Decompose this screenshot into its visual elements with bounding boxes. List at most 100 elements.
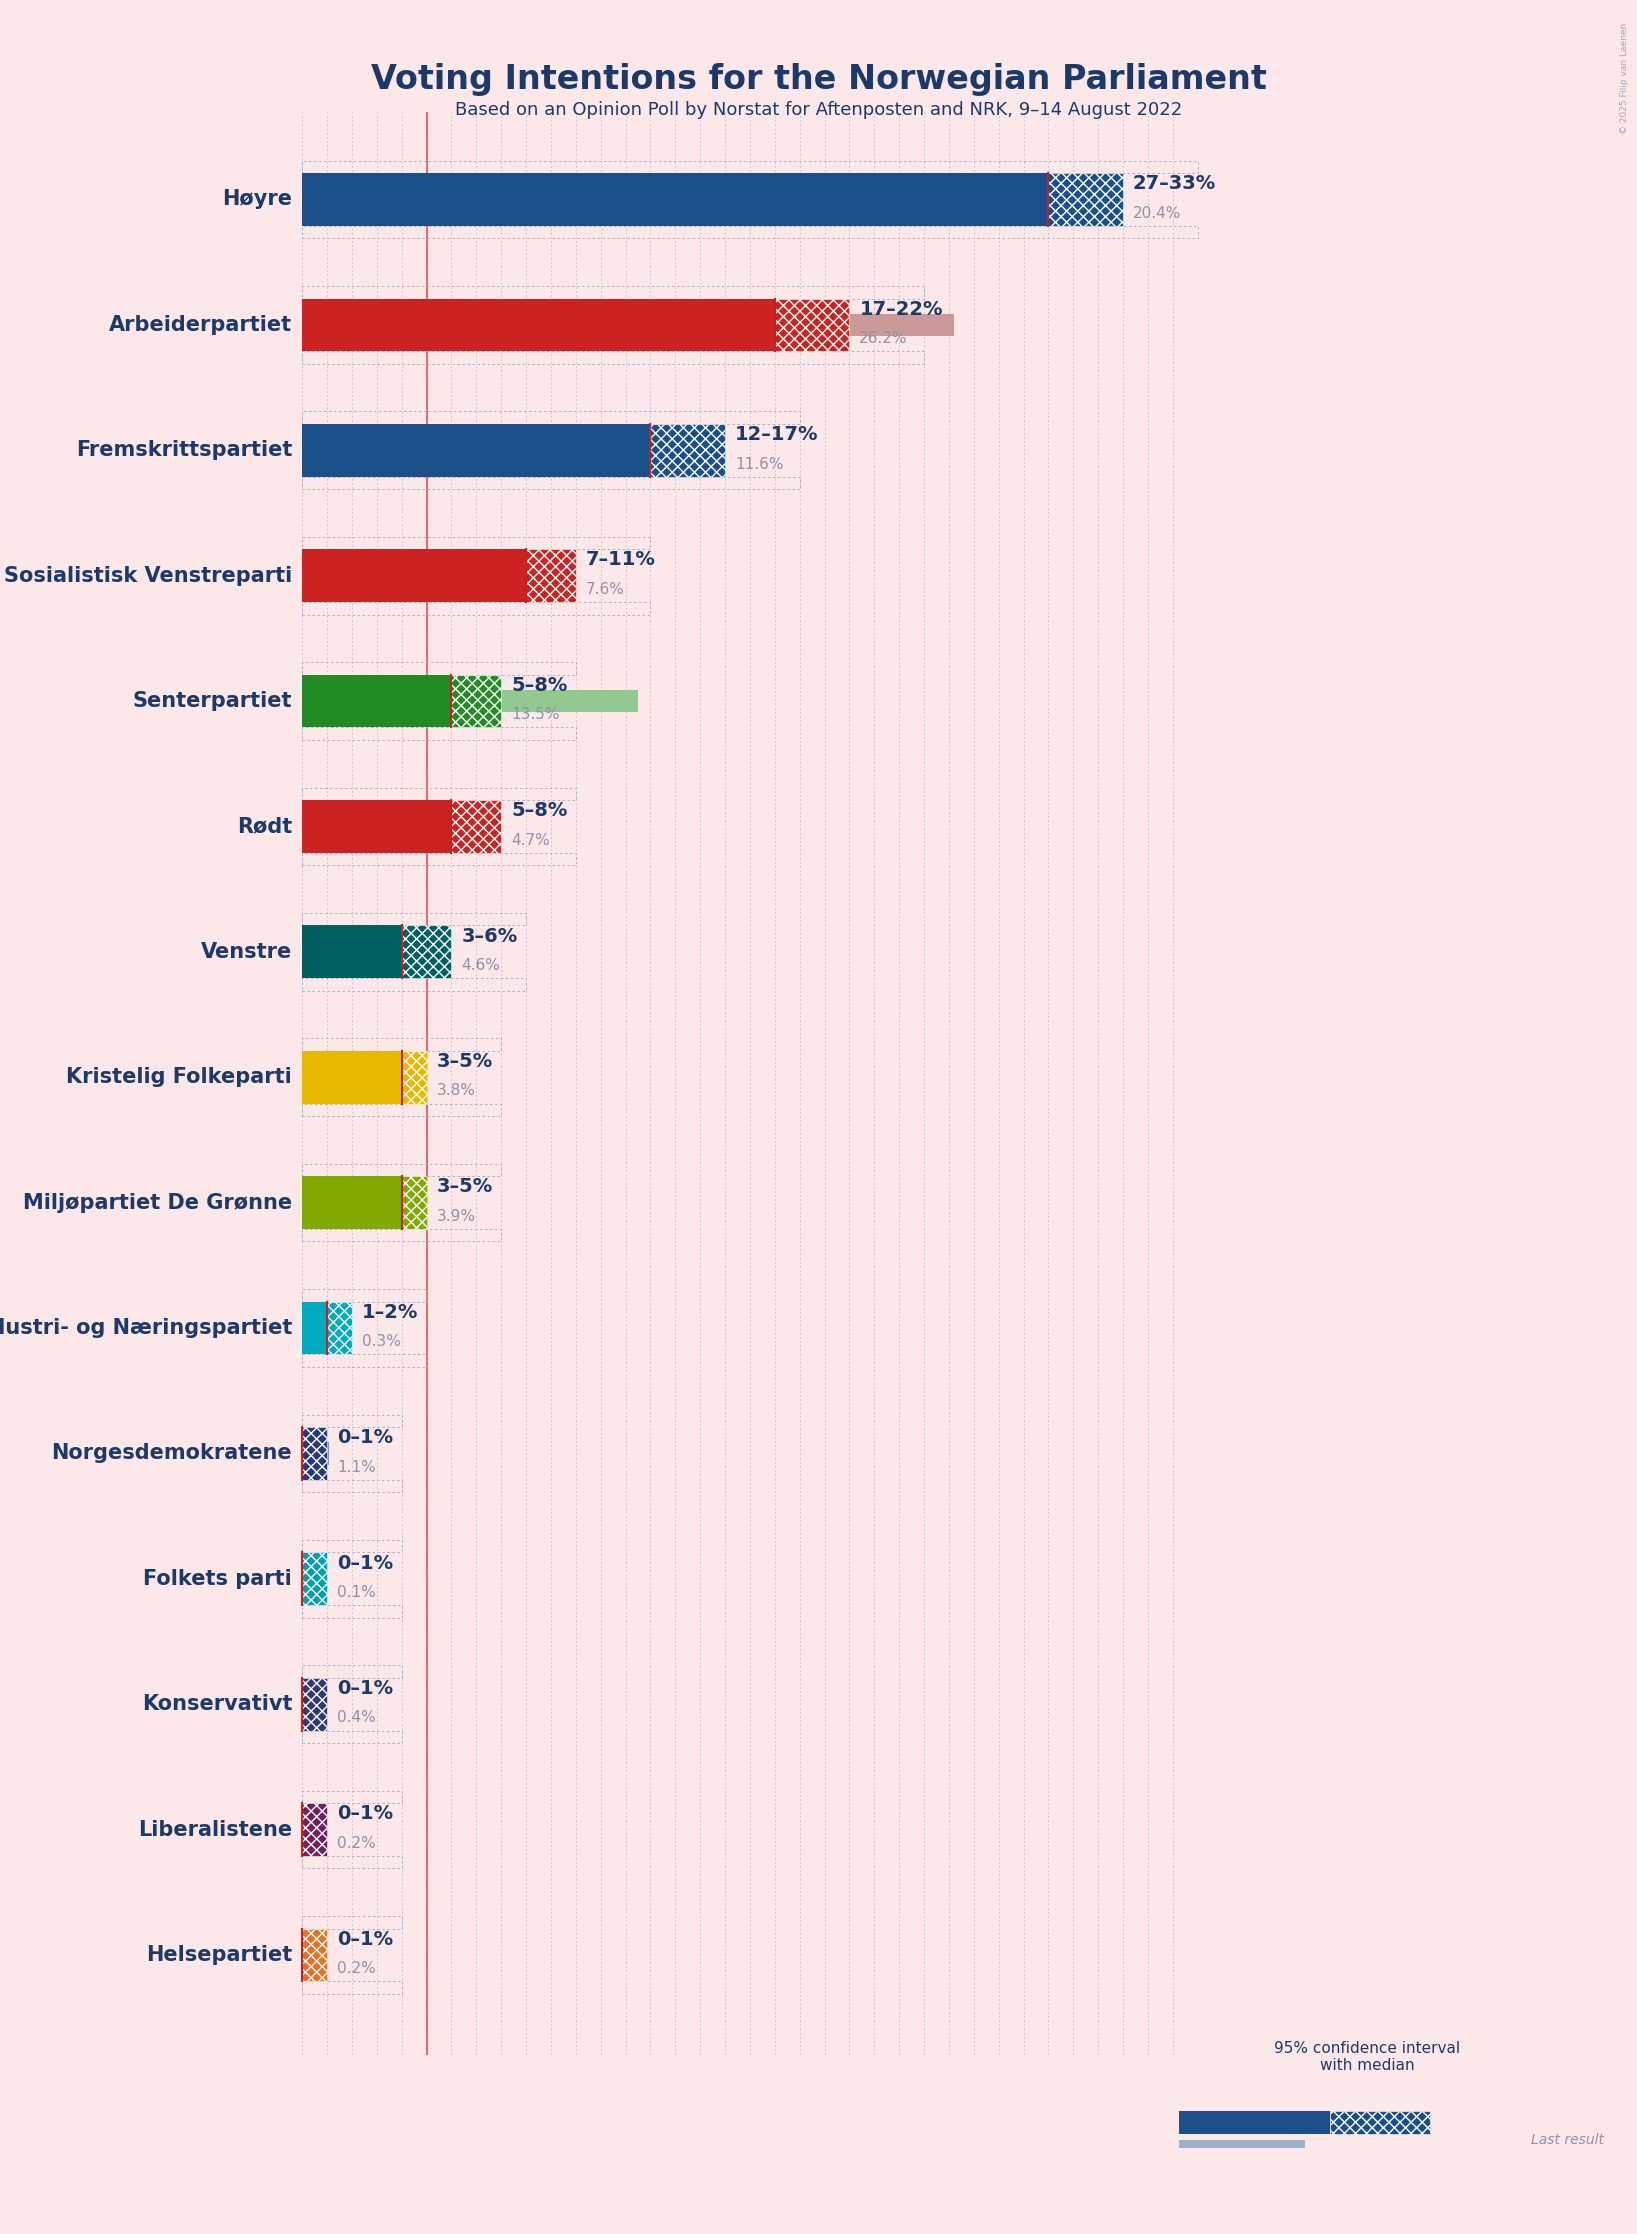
Bar [303,914,525,925]
Bar [303,1066,396,1088]
Bar [401,1177,427,1229]
Bar [303,1539,401,1553]
Bar [303,565,491,588]
Bar [303,1443,329,1466]
Text: 0–1%: 0–1% [337,1428,393,1448]
Text: 1.1%: 1.1% [337,1459,377,1474]
Bar [303,536,650,550]
Bar [303,1678,327,1731]
Bar [452,675,501,728]
Bar [303,1191,399,1213]
Bar [303,286,923,299]
Bar [303,661,576,675]
Bar [303,1792,401,1803]
Bar [303,1568,304,1591]
Bar [303,925,401,978]
Bar [1329,2111,1431,2133]
Text: 0–1%: 0–1% [337,1680,393,1698]
Bar [303,411,799,424]
Bar [303,1050,401,1104]
Bar [303,1177,401,1229]
Text: Konservativt: Konservativt [142,1693,291,1713]
Bar [303,1302,327,1354]
Bar [303,1229,501,1242]
Text: 3.8%: 3.8% [437,1083,475,1099]
Text: 11.6%: 11.6% [735,456,784,471]
Text: 95% confidence interval
with median: 95% confidence interval with median [1274,2040,1460,2073]
Text: 0.4%: 0.4% [337,1711,377,1725]
Bar [303,675,452,728]
Text: 0.1%: 0.1% [337,1586,377,1600]
Text: 0–1%: 0–1% [337,1805,393,1823]
Bar [303,1944,308,1966]
Text: 17–22%: 17–22% [859,299,943,319]
Bar [303,978,525,990]
Bar [303,728,576,739]
Text: Industri- og Næringspartiet: Industri- og Næringspartiet [0,1318,291,1338]
Bar [303,1928,327,1982]
Bar [1179,2111,1329,2133]
Text: Fremskrittspartiet: Fremskrittspartiet [75,440,291,460]
Text: Høyre: Høyre [223,190,291,210]
Bar [303,1803,327,1856]
Text: Rødt: Rødt [237,815,291,836]
Text: 0–1%: 0–1% [337,1553,393,1573]
Bar [303,1289,427,1302]
Bar [303,351,923,364]
Text: Based on an Opinion Poll by Norstat for Aftenposten and NRK, 9–14 August 2022: Based on an Opinion Poll by Norstat for … [455,101,1182,118]
Bar [303,1917,401,1928]
Bar [303,1164,501,1177]
Text: 3.9%: 3.9% [437,1209,475,1224]
Bar [401,925,452,978]
Text: Senterpartiet: Senterpartiet [133,690,291,710]
Text: 4.7%: 4.7% [511,833,550,847]
Bar [303,161,1198,174]
Bar [303,1731,401,1743]
Text: © 2025 Filip van Laenen: © 2025 Filip van Laenen [1621,22,1629,134]
Bar [303,815,419,838]
Bar [303,1553,327,1604]
Text: 20.4%: 20.4% [1133,206,1182,221]
Bar [303,1414,401,1428]
Bar [303,313,954,335]
Bar [303,1818,308,1841]
Bar [1048,174,1123,226]
Bar [1179,2140,1305,2149]
Text: Helsepartiet: Helsepartiet [146,1946,291,1966]
Text: 5–8%: 5–8% [511,675,568,695]
Text: Sosialistisk Venstreparti: Sosialistisk Venstreparti [3,565,291,585]
Bar [303,424,650,476]
Bar [327,1302,352,1354]
Bar [303,789,576,800]
Text: 7–11%: 7–11% [586,550,655,570]
Bar [303,1354,427,1367]
Bar [303,1604,401,1617]
Bar [303,800,452,853]
Bar [525,550,576,601]
Bar [303,1856,401,1868]
Text: 1–2%: 1–2% [362,1302,417,1323]
Bar [303,690,638,713]
Bar [303,174,1048,226]
Text: Liberalistene: Liberalistene [138,1818,291,1839]
Text: Miljøpartiet De Grønne: Miljøpartiet De Grønne [23,1193,291,1213]
Text: 27–33%: 27–33% [1133,174,1216,192]
Text: 13.5%: 13.5% [511,708,560,722]
Bar [452,800,501,853]
Text: Kristelig Folkeparti: Kristelig Folkeparti [67,1068,291,1088]
Text: 0.3%: 0.3% [362,1334,401,1349]
Bar [401,1050,427,1104]
Text: 3–5%: 3–5% [437,1177,493,1197]
Bar [303,1693,313,1716]
Bar [303,550,525,601]
Bar [303,1104,501,1117]
Text: 3–6%: 3–6% [462,927,517,945]
Text: 4.6%: 4.6% [462,958,501,974]
Text: 7.6%: 7.6% [586,581,625,596]
Text: 3–5%: 3–5% [437,1052,493,1070]
Bar [303,1479,401,1492]
Text: Norgesdemokratene: Norgesdemokratene [51,1443,291,1463]
Text: Folkets parti: Folkets parti [144,1568,291,1588]
Bar [303,438,591,462]
Bar [303,476,799,489]
